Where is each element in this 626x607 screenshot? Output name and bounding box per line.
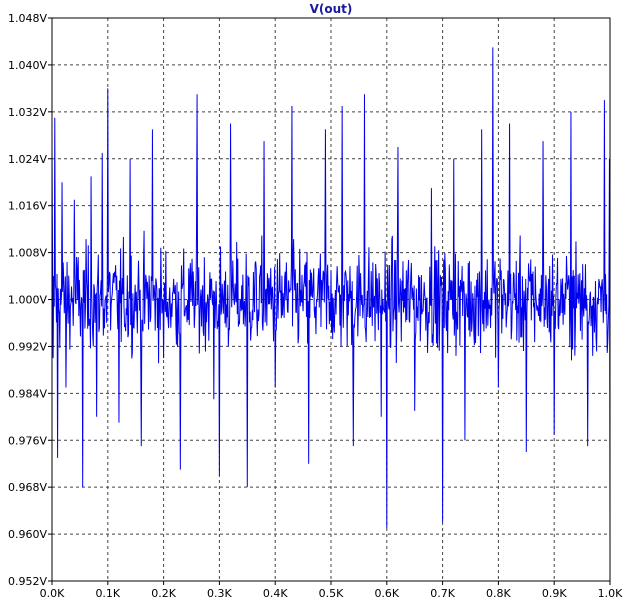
x-tick-label: 0.4K: [263, 587, 288, 600]
y-tick-label: 0.960V: [8, 528, 47, 541]
y-tick-label: 1.048V: [8, 12, 47, 25]
x-tick-label: 0.9K: [542, 587, 567, 600]
x-tick-label: 0.7K: [430, 587, 455, 600]
x-tick-label: 0.6K: [374, 587, 399, 600]
x-tick-label: 0.2K: [151, 587, 176, 600]
y-tick-label: 0.984V: [8, 387, 47, 400]
x-tick-label: 0.3K: [207, 587, 232, 600]
x-tick-label: 0.1K: [95, 587, 120, 600]
y-tick-label: 0.976V: [8, 434, 47, 447]
y-axis: 0.952V 0.960V 0.968V 0.976V 0.984V 0.992V 1.00…: [8, 12, 52, 588]
y-tick-label: 1.000V: [8, 294, 47, 307]
series-layer: [51, 47, 611, 540]
y-tick-label: 1.040V: [8, 59, 47, 72]
y-tick-label: 1.016V: [8, 200, 47, 213]
series-line-vout: [51, 47, 611, 540]
y-tick-label: 1.024V: [8, 153, 47, 166]
y-tick-label: 1.008V: [8, 247, 47, 260]
x-tick-label: 1.0K: [598, 587, 623, 600]
chart-title: V(out): [310, 2, 353, 16]
x-tick-label: 0.5K: [319, 587, 344, 600]
y-tick-label: 1.032V: [8, 106, 47, 119]
x-axis: 0.0K 0.1K 0.2K 0.3K 0.4K 0.5K 0.6K 0.7K 0.8K 0.9K…: [40, 581, 623, 600]
x-tick-label: 0.8K: [486, 587, 511, 600]
y-tick-label: 0.992V: [8, 340, 47, 353]
y-tick-label: 0.968V: [8, 481, 47, 494]
x-tick-label: 0.0K: [40, 587, 65, 600]
y-tick-label: 0.952V: [8, 575, 47, 588]
